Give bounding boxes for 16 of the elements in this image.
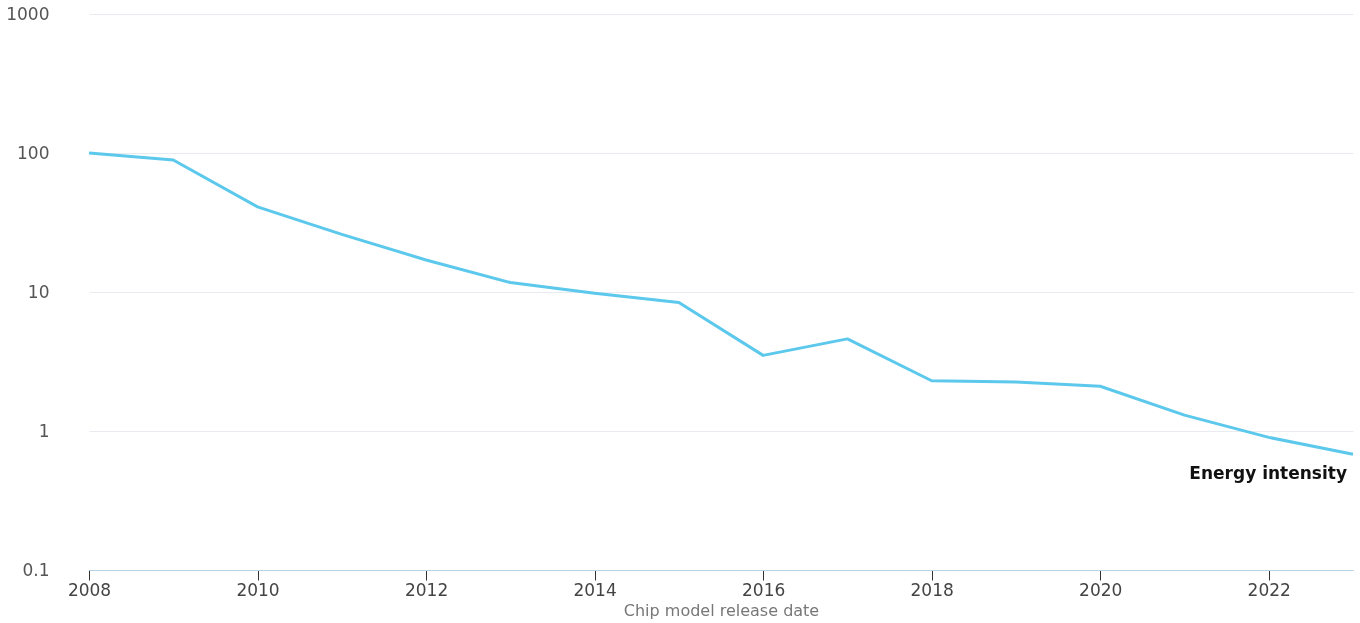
y-tick-label: 1000	[6, 3, 50, 24]
x-tick-label: 2010	[236, 579, 280, 600]
x-tick-label: 2008	[67, 579, 112, 600]
x-tick-label: 2016	[742, 579, 786, 600]
x-tick-label: 2012	[404, 579, 449, 600]
y-tick-label: 1	[38, 420, 50, 441]
x-tick-label: 2014	[573, 579, 617, 600]
annotation: Energy intensity	[1189, 463, 1347, 484]
x-axis-title: Chip model release date	[623, 600, 820, 620]
x-tick-label: 2018	[910, 579, 954, 600]
line-series	[87, 151, 1355, 456]
y-tick-label: 0.1	[22, 559, 50, 580]
x-tick-label: 2020	[1079, 579, 1123, 600]
y-tick-label: 10	[27, 281, 50, 302]
y-tick-label: 100	[17, 142, 50, 163]
x-tick-label: 2022	[1247, 579, 1291, 600]
